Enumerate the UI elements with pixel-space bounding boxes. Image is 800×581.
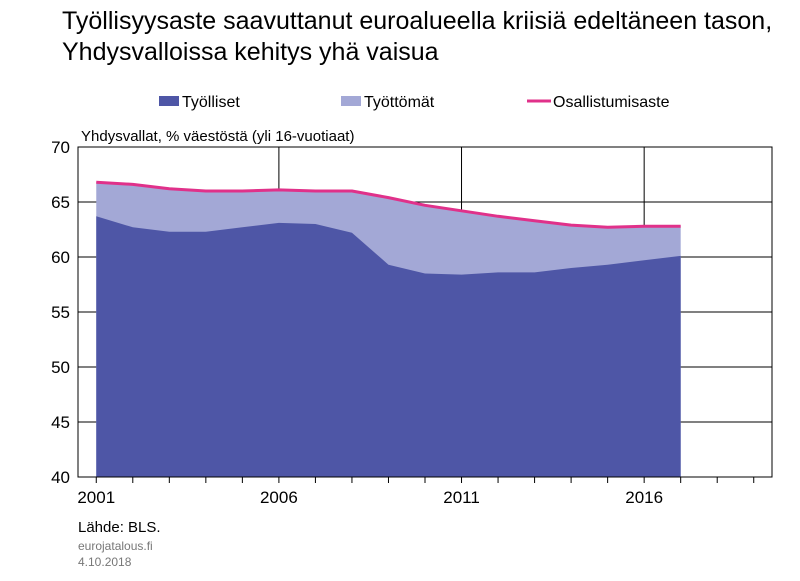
y-tick-label: 45	[51, 413, 70, 432]
legend-swatch-tyottomat	[341, 96, 361, 106]
source-note: Lähde: BLS.	[78, 519, 161, 536]
legend-label-tyolliset: Työlliset	[182, 94, 240, 111]
date-note: 4.10.2018	[78, 555, 132, 569]
chart-areas	[96, 182, 681, 478]
legend-label-tyottomat: Työttömät	[364, 94, 435, 111]
y-axis-labels: 70 65 60 55 50 45 40	[51, 138, 70, 487]
line-osallistumisaste	[96, 180, 681, 229]
legend-label-osallistumisaste: Osallistumisaste	[553, 94, 670, 111]
site-note: eurojatalous.fi	[78, 539, 153, 553]
x-tick-label: 2001	[77, 488, 115, 507]
legend: Työlliset Työttömät Osallistumisaste	[159, 94, 670, 111]
y-tick-label: 40	[51, 468, 70, 487]
y-tick-label: 60	[51, 248, 70, 267]
chart-title: Työllisyysaste saavuttanut euroalueella …	[62, 7, 773, 66]
y-tick-label: 50	[51, 358, 70, 377]
y-tick-label: 65	[51, 193, 70, 212]
x-axis-ticks	[95, 477, 755, 483]
chart-subtitle: Yhdysvallat, % väestöstä (yli 16-vuotiaa…	[81, 128, 354, 145]
x-tick-label: 2016	[625, 488, 663, 507]
area-tyolliset	[96, 216, 681, 478]
chart-lines	[96, 180, 681, 229]
x-tick-label: 2006	[260, 488, 298, 507]
x-axis-labels: 2001 2006 2011 2016	[77, 488, 663, 507]
y-tick-label: 55	[51, 303, 70, 322]
legend-swatch-tyolliset	[159, 96, 179, 106]
y-tick-label: 70	[51, 138, 70, 157]
x-tick-label: 2011	[443, 488, 480, 507]
